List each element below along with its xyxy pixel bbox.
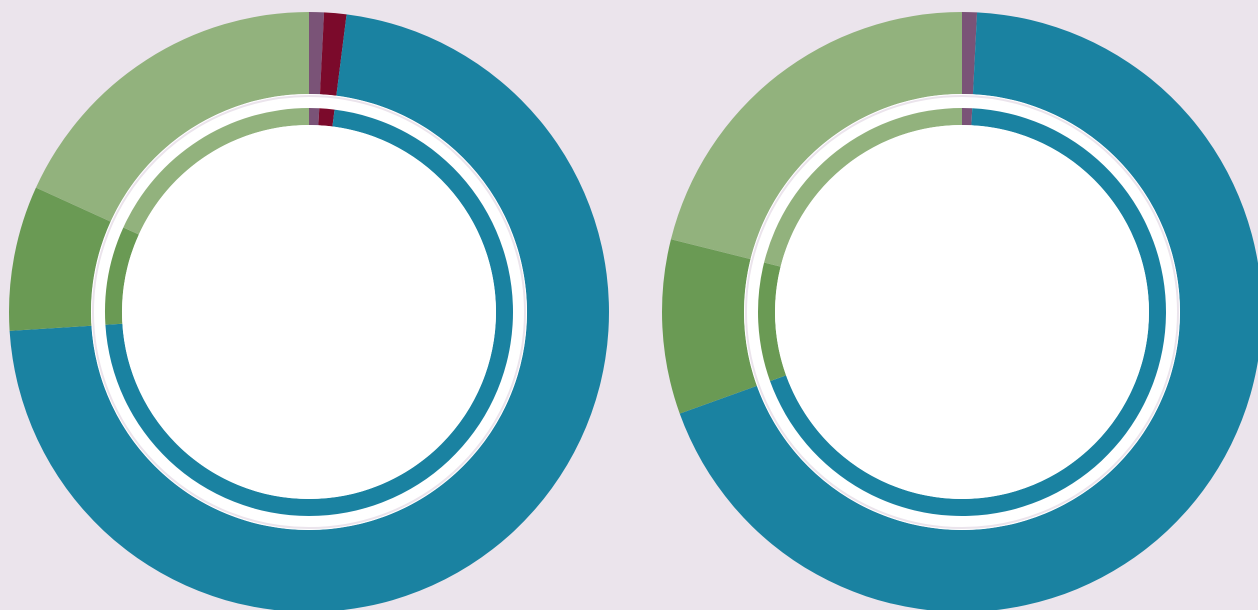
donut-slice-light-green[interactable] [670,12,962,260]
inner-slice-purple[interactable] [309,108,320,126]
donut-chart-left [8,12,609,610]
donut-slice-purple[interactable] [309,12,325,95]
inner-slice-maroon[interactable] [318,108,335,127]
donut-slice-purple[interactable] [962,12,978,95]
donut-hole [122,125,496,499]
donut-slice-green[interactable] [8,187,111,331]
inner-slice-purple[interactable] [962,108,973,126]
separator-ring-inner [751,101,1173,523]
separator-ring [92,95,526,529]
inner-ring [758,107,1166,516]
outer-ring [8,12,609,610]
donut-hole [775,125,1149,499]
separator-ring-inner [98,101,520,523]
donut-slice-light-green[interactable] [35,12,310,222]
donut-slice-maroon[interactable] [319,12,347,96]
inner-slice-green[interactable] [758,262,787,382]
inner-slice-light-green[interactable] [764,107,962,267]
donut-slice-green[interactable] [662,239,757,414]
outer-ring [662,12,1258,610]
inner-slice-green[interactable] [105,227,139,325]
inner-ring [105,108,513,516]
separator-ring [745,95,1179,529]
inner-slice-light-green[interactable] [123,108,309,235]
donut-chart-right [662,12,1258,610]
